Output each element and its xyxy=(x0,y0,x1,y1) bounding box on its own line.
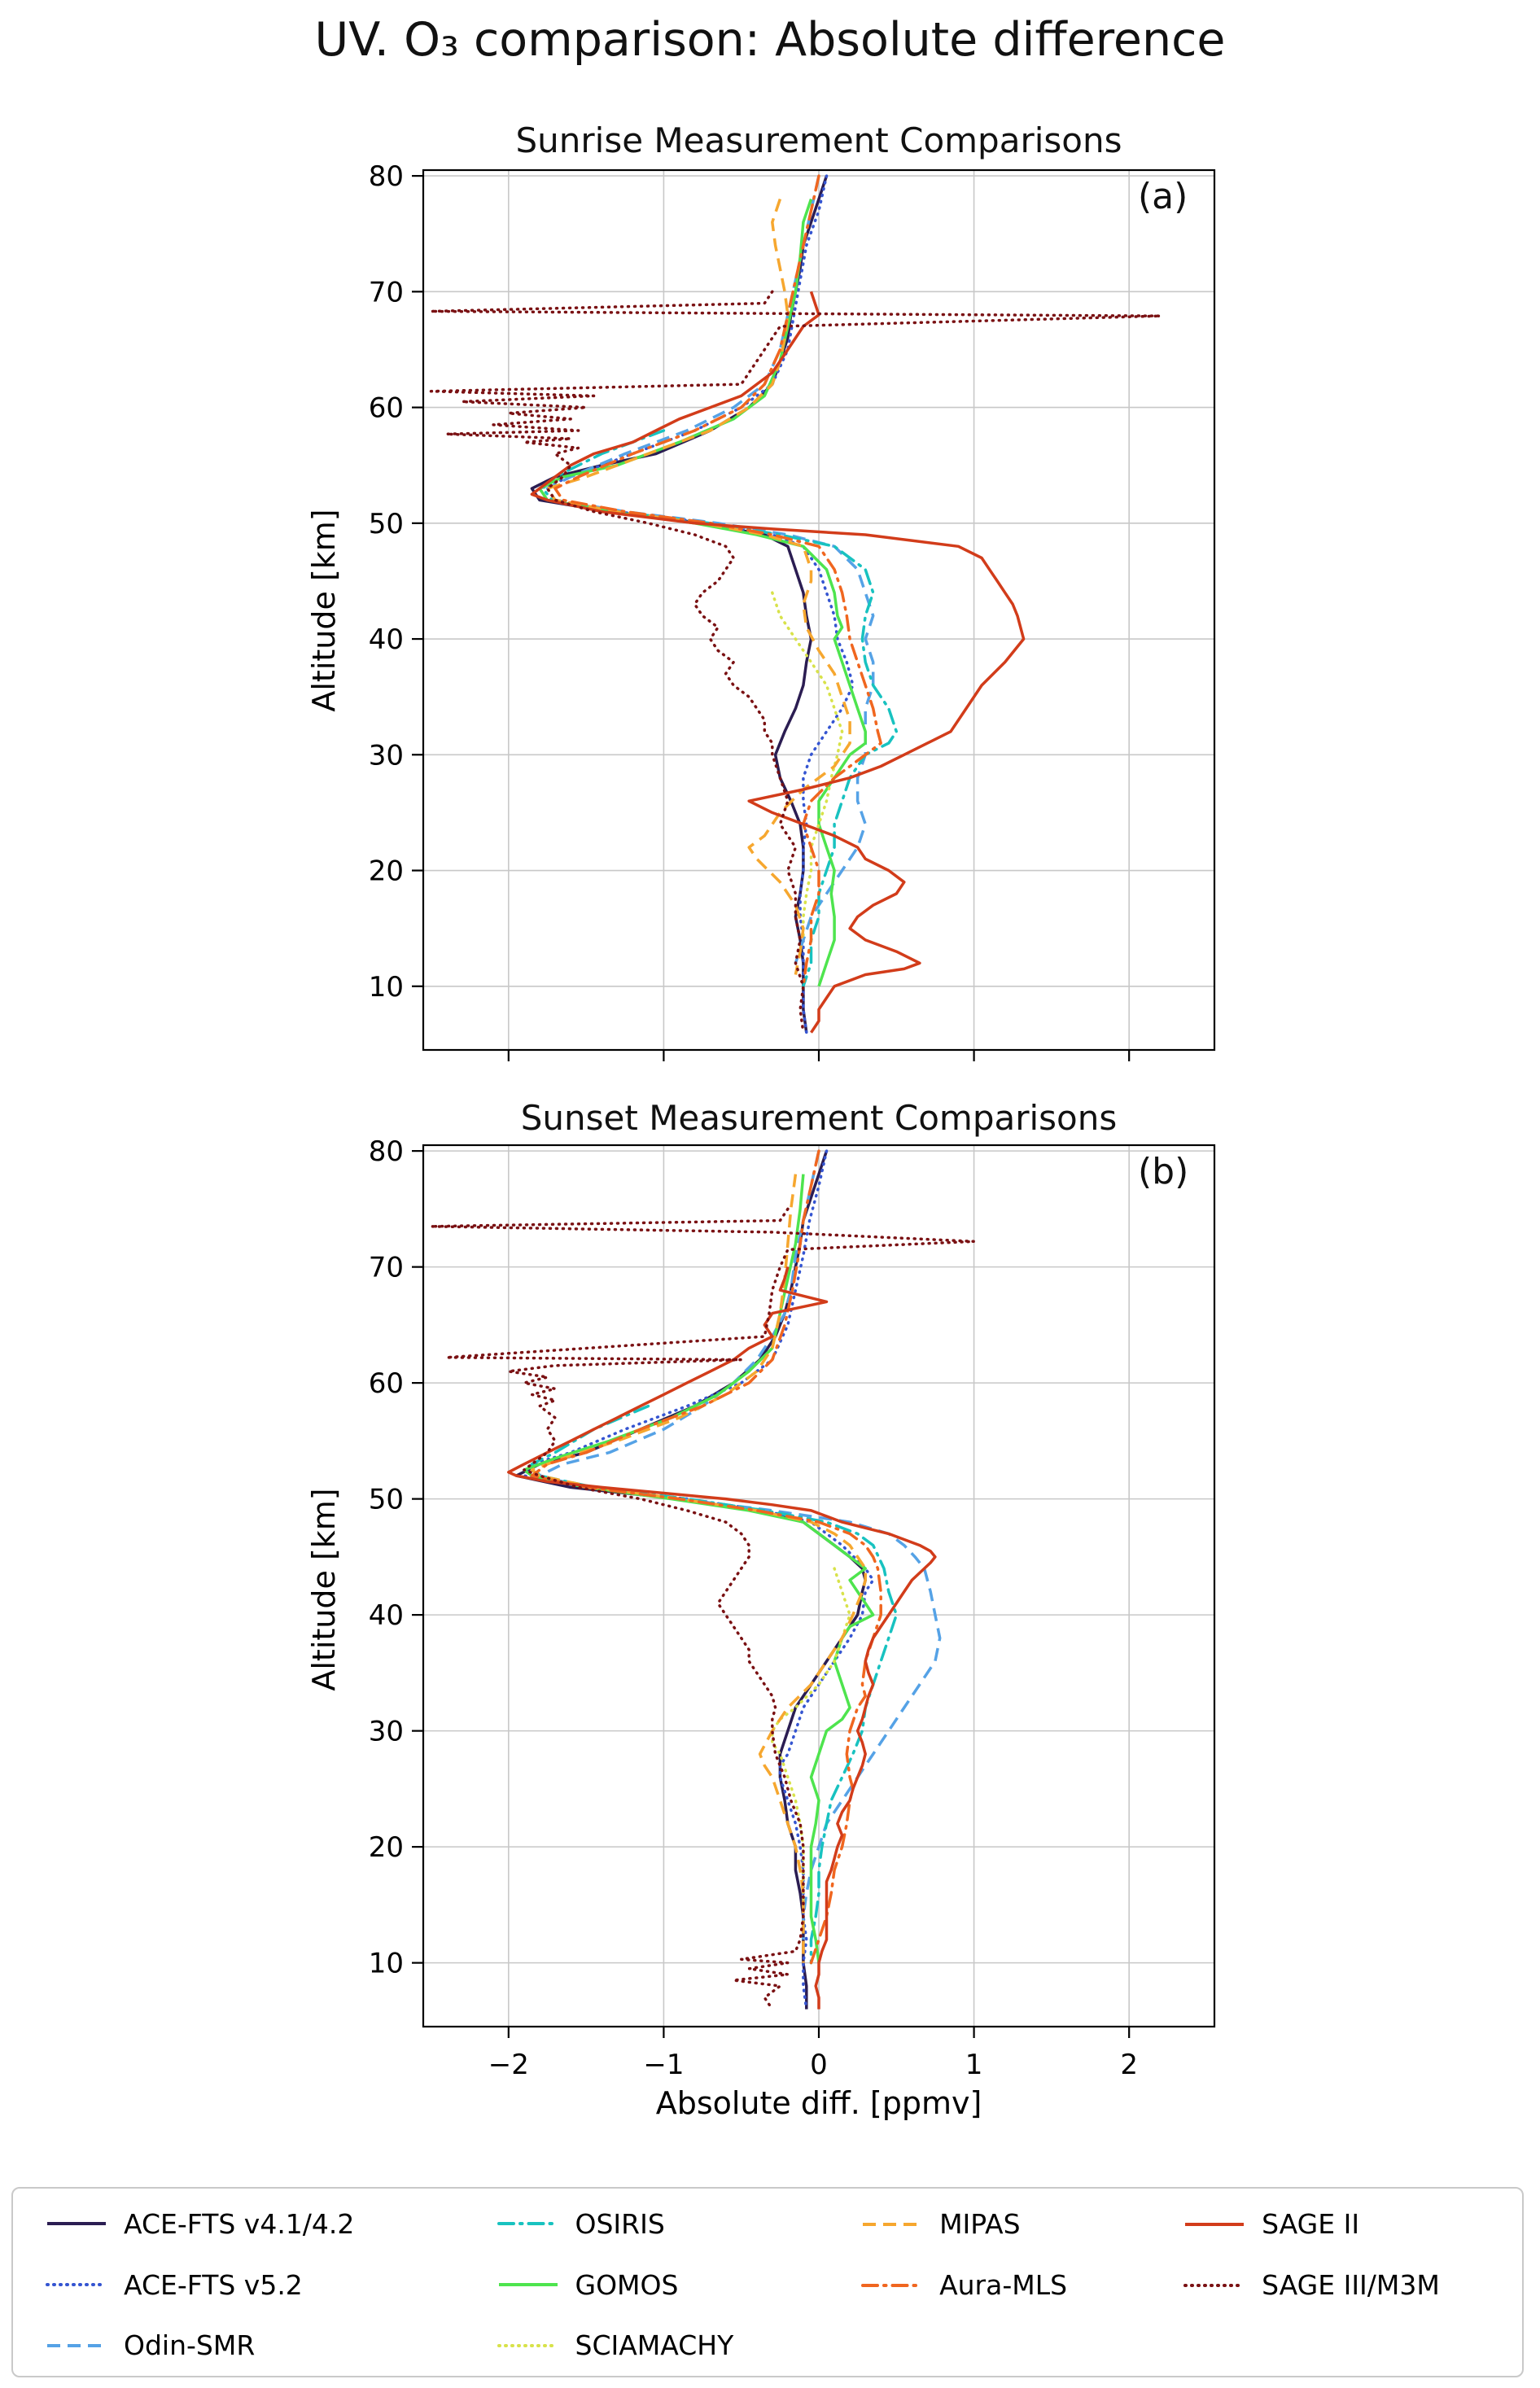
y-tick-label: 60 xyxy=(369,392,404,425)
legend-line-sample-osiris xyxy=(497,2222,559,2226)
legend-label: ACE-FTS v4.1/4.2 xyxy=(124,2207,355,2240)
legend-label: Odin-SMR xyxy=(124,2329,256,2362)
legend-label: SAGE III/M3M xyxy=(1262,2269,1440,2301)
legend-item-aura-mls: Aura-MLS xyxy=(861,2255,1183,2316)
panel-a-series-sciamachy xyxy=(771,591,844,942)
panel-b-annotation: (b) xyxy=(1138,1151,1189,1192)
y-tick-label: 80 xyxy=(369,160,404,193)
legend-label: GOMOS xyxy=(575,2268,679,2301)
x-tick-label: 2 xyxy=(1120,2049,1138,2081)
x-axis-label: Absolute diff. [ppmv] xyxy=(655,2085,982,2121)
panel-b-series-mipas xyxy=(530,1174,867,1963)
legend-item-gomos: GOMOS xyxy=(497,2255,862,2316)
legend-column: MIPAS Aura-MLS xyxy=(861,2193,1183,2376)
y-tick-label: 70 xyxy=(369,276,404,308)
legend-line-sample-aura-mls xyxy=(861,2283,924,2287)
panel-b-series-aura-mls xyxy=(530,1149,882,1965)
legend-item-odin-smr: Odin-SMR xyxy=(46,2315,497,2376)
legend-line-sample-gomos xyxy=(498,2283,558,2286)
legend-line-sample-sage-ii xyxy=(1185,2222,1245,2226)
y-tick-label: 20 xyxy=(369,855,404,888)
panel-b-series-sage-iii xyxy=(429,1207,976,2011)
y-tick-label: 30 xyxy=(369,739,404,772)
panel-b-title: Sunset Measurement Comparisons xyxy=(520,1098,1118,1138)
y-tick-label: 40 xyxy=(369,623,404,656)
legend-column: SAGE II SAGE III/M3M xyxy=(1183,2193,1522,2376)
panel-a-series-ace-fts-v4 xyxy=(530,175,829,1033)
legend-label: SCIAMACHY xyxy=(575,2329,734,2362)
y-tick-label: 50 xyxy=(369,1484,404,1516)
panel-b-series-ace-fts-v5 xyxy=(523,1149,875,2011)
legend-label: MIPAS xyxy=(939,2208,1021,2240)
y-tick-label: 10 xyxy=(369,971,404,1004)
legend-item-ace-fts-v5: ACE-FTS v5.2 xyxy=(46,2255,497,2316)
panel-a-series-odin-smr xyxy=(545,175,875,964)
x-tick-label: −1 xyxy=(643,2049,684,2081)
legend-label: ACE-FTS v5.2 xyxy=(124,2268,303,2301)
legend-column: ACE-FTS v4.1/4.2 ACE-FTS v5.2 Odin-SMR xyxy=(46,2193,497,2376)
y-tick-label: 30 xyxy=(369,1716,404,1748)
legend-line-sample-ace-fts-v4 xyxy=(47,2222,106,2226)
y-tick-label: 70 xyxy=(369,1252,404,1284)
y-tick-label: 40 xyxy=(369,1599,404,1632)
legend-label: Aura-MLS xyxy=(939,2269,1068,2301)
panel-a-series-sage-iii xyxy=(429,290,1162,1034)
panel-a-series-osiris xyxy=(541,429,899,988)
panel-a-series-gomos xyxy=(538,199,867,987)
legend-item-ace-fts-v4: ACE-FTS v4.1/4.2 xyxy=(46,2193,497,2255)
y-tick-label: 10 xyxy=(369,1948,404,1980)
panel-a-series-aura-mls xyxy=(553,174,882,988)
panel-b-series-odin-smr xyxy=(538,1150,942,1940)
legend-item-sciamachy: SCIAMACHY xyxy=(497,2315,862,2376)
x-tick-label: 0 xyxy=(810,2049,828,2081)
legend-item-osiris: OSIRIS xyxy=(497,2193,862,2255)
panel-a-series-mipas xyxy=(545,199,851,975)
y-tick-label: 60 xyxy=(369,1367,404,1400)
legend-label: SAGE II xyxy=(1262,2208,1360,2240)
legend-column: OSIRIS GOMOS SCIAMACHY xyxy=(497,2193,862,2376)
panel-a-title: Sunrise Measurement Comparisons xyxy=(515,120,1122,160)
legend-box: ACE-FTS v4.1/4.2 ACE-FTS v5.2 Odin-SMR OSIR… xyxy=(11,2187,1524,2377)
figure-title: UV. O₃ comparison: Absolute difference xyxy=(314,13,1226,67)
legend-item-mipas: MIPAS xyxy=(861,2193,1183,2255)
panel-b-series-ace-fts-v4 xyxy=(514,1150,867,2010)
x-tick-label: 1 xyxy=(965,2049,983,2081)
legend-label: OSIRIS xyxy=(575,2207,665,2240)
legend-line-sample-ace-fts-v5 xyxy=(46,2283,107,2286)
panel-a-annotation: (a) xyxy=(1138,176,1188,217)
legend-line-sample-odin-smr xyxy=(47,2343,106,2347)
legend-line-sample-sciamachy xyxy=(497,2343,559,2347)
panel-a-series-sage-ii xyxy=(530,291,1026,1034)
legend-item-sage-ii: SAGE II xyxy=(1183,2193,1522,2255)
panel-b-series-sage-ii xyxy=(507,1266,937,2010)
panel-b-series-gomos xyxy=(523,1174,875,1963)
y-tick-label: 20 xyxy=(369,1831,404,1864)
x-tick-label: −2 xyxy=(488,2049,529,2081)
legend-line-sample-sage-iii xyxy=(1183,2283,1246,2287)
y-tick-label: 80 xyxy=(369,1135,404,1168)
legend-line-sample-mipas xyxy=(863,2222,922,2226)
legend-item-sage-iii: SAGE III/M3M xyxy=(1183,2255,1522,2316)
y-tick-label: 50 xyxy=(369,508,404,540)
